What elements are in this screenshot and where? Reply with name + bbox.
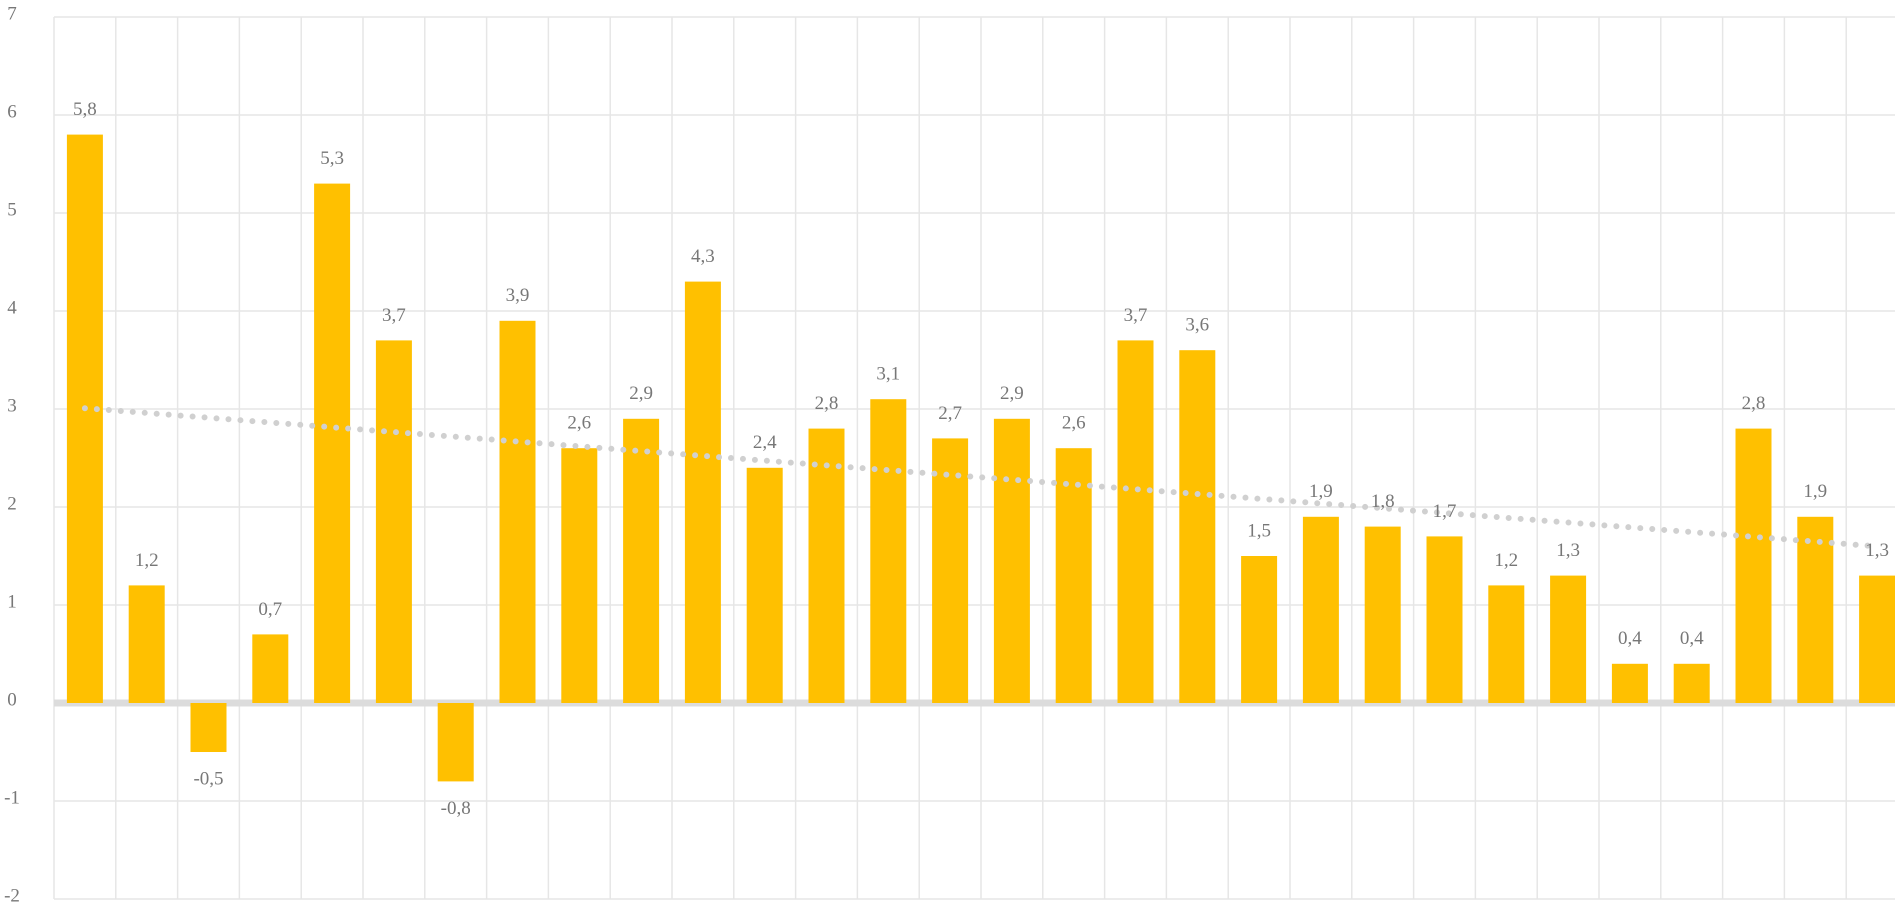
data-label: 2,7 (938, 403, 962, 424)
bar (993, 418, 1030, 703)
bar (746, 467, 783, 703)
bar (1488, 585, 1525, 703)
bar (1859, 575, 1895, 703)
data-label: -0,8 (441, 798, 471, 819)
bar (932, 438, 969, 703)
bar (561, 448, 598, 703)
data-label: 3,7 (1124, 305, 1148, 326)
y-tick-label: 6 (7, 101, 17, 122)
bar (1117, 340, 1154, 703)
y-tick-label: -2 (4, 885, 20, 906)
data-label: 1,7 (1433, 501, 1457, 522)
y-tick-label: 3 (7, 395, 17, 416)
data-label: 1,8 (1371, 491, 1395, 512)
data-label: 1,5 (1247, 520, 1271, 541)
y-tick-label: 4 (7, 297, 17, 318)
bar (375, 340, 412, 703)
bar (1302, 516, 1339, 703)
data-label: 0,7 (258, 599, 282, 620)
bar (499, 320, 536, 703)
bar (128, 585, 165, 703)
bar (1611, 663, 1648, 703)
data-label: 4,3 (691, 246, 715, 267)
bar (1055, 448, 1092, 703)
y-tick-label: -1 (4, 787, 20, 808)
bar (1797, 516, 1834, 703)
data-label: 2,6 (1062, 413, 1086, 434)
data-label: 0,4 (1618, 628, 1642, 649)
data-label: 2,9 (1000, 383, 1024, 404)
y-tick-label: 1 (7, 591, 17, 612)
data-label: 1,2 (135, 550, 159, 571)
data-label: 0,4 (1680, 628, 1704, 649)
data-label: -0,5 (193, 768, 223, 789)
data-label: 5,3 (320, 148, 344, 169)
data-label: 3,7 (382, 305, 406, 326)
y-tick-label: 5 (7, 199, 17, 220)
bar (870, 399, 907, 703)
bar (1179, 350, 1216, 703)
data-label: 2,8 (815, 393, 839, 414)
trendline (81, 405, 1881, 550)
data-label: 1,3 (1865, 540, 1889, 561)
bar (190, 703, 227, 752)
data-label: 1,9 (1803, 481, 1827, 502)
bar (1364, 526, 1401, 703)
data-label: 3,6 (1185, 315, 1209, 336)
bar (623, 418, 660, 703)
bar (1241, 556, 1278, 703)
data-label: 1,3 (1556, 540, 1580, 561)
y-tick-label: 0 (7, 689, 17, 710)
data-label: 2,8 (1742, 393, 1766, 414)
bar (1735, 428, 1772, 703)
bar (437, 703, 474, 782)
bar (684, 281, 721, 703)
bar (808, 428, 845, 703)
bar (1426, 536, 1463, 703)
y-tick-label: 7 (7, 3, 17, 24)
data-label: 1,9 (1309, 481, 1333, 502)
bar (252, 634, 289, 703)
data-label: 1,2 (1494, 550, 1518, 571)
bar (1550, 575, 1587, 703)
data-label: 2,4 (753, 432, 777, 453)
data-label: 5,8 (73, 99, 97, 120)
data-label: 2,9 (629, 383, 653, 404)
bar (1673, 663, 1710, 703)
bar (314, 183, 351, 704)
y-tick-label: 2 (7, 493, 17, 514)
data-label: 3,1 (876, 364, 900, 385)
bar (66, 134, 103, 704)
data-label: 2,6 (567, 413, 591, 434)
data-label: 3,9 (506, 285, 530, 306)
